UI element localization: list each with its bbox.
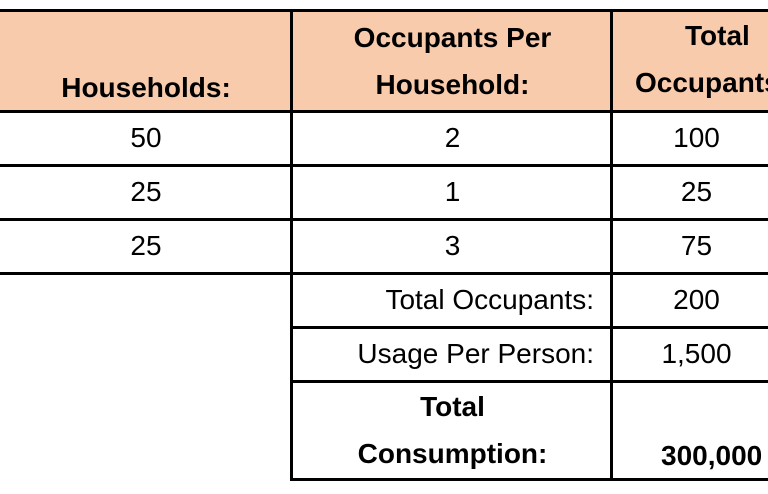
cell-value: 25 — [130, 229, 162, 261]
cell-value: 2 — [444, 121, 461, 153]
summary-label-total-occupants[interactable]: Total Occupants: — [290, 273, 612, 329]
cell-value: 1 — [444, 175, 461, 207]
table-cell-occupants-per-household[interactable]: 3 — [290, 219, 612, 275]
summary-value-total-occupants[interactable]: 200 — [610, 273, 768, 329]
summary-label-usage-per-person[interactable]: Usage Per Person: — [290, 327, 612, 383]
header-occupants-per-household-line2: Household: — [375, 69, 530, 100]
cell-value: 25 — [130, 175, 162, 207]
header-occupants-per-household-line1: Occupants Per — [353, 22, 552, 53]
cell-value: Total Occupants: — [385, 283, 594, 315]
table-cell-occupants-per-household[interactable]: 2 — [290, 111, 612, 167]
table-cell-total-occupants[interactable]: 25 — [610, 165, 768, 221]
summary-label-total-consumption[interactable]: Total Consumption: — [290, 381, 612, 481]
cell-value: 3 — [444, 229, 461, 261]
table-cell-occupants-per-household[interactable]: 1 — [290, 165, 612, 221]
header-households[interactable]: Households: — [0, 9, 292, 113]
cell-value: 25 — [680, 175, 713, 207]
header-households-label: Households: — [61, 72, 231, 103]
summary-value-total-consumption[interactable]: 300,000 — [610, 381, 768, 481]
summary-value-usage-per-person[interactable]: 1,500 — [610, 327, 768, 383]
summary-label-line1: Total — [420, 390, 485, 422]
table-cell-households[interactable]: 25 — [0, 165, 292, 221]
cell-value: 75 — [680, 229, 713, 261]
table-cell-total-occupants[interactable]: 100 — [610, 111, 768, 167]
cell-value: Usage Per Person: — [357, 337, 594, 369]
header-occupants-per-household[interactable]: Occupants Per Household: — [290, 9, 612, 113]
table-cell-total-occupants[interactable]: 75 — [610, 219, 768, 275]
cell-value: 200 — [673, 283, 720, 315]
table-cell-households[interactable]: 25 — [0, 219, 292, 275]
header-total-occupants-line2: Occupants — [635, 67, 768, 98]
header-total-occupants-line1: Total — [685, 20, 750, 51]
header-total-occupants[interactable]: Total Occupants — [610, 9, 768, 113]
table-cell-households[interactable]: 50 — [0, 111, 292, 167]
summary-label-line2: Consumption: — [357, 437, 548, 469]
cell-value: 300,000 — [661, 440, 763, 471]
cell-value: 100 — [673, 121, 720, 153]
cell-value: 50 — [130, 121, 162, 153]
cell-value: 1,500 — [661, 337, 732, 369]
